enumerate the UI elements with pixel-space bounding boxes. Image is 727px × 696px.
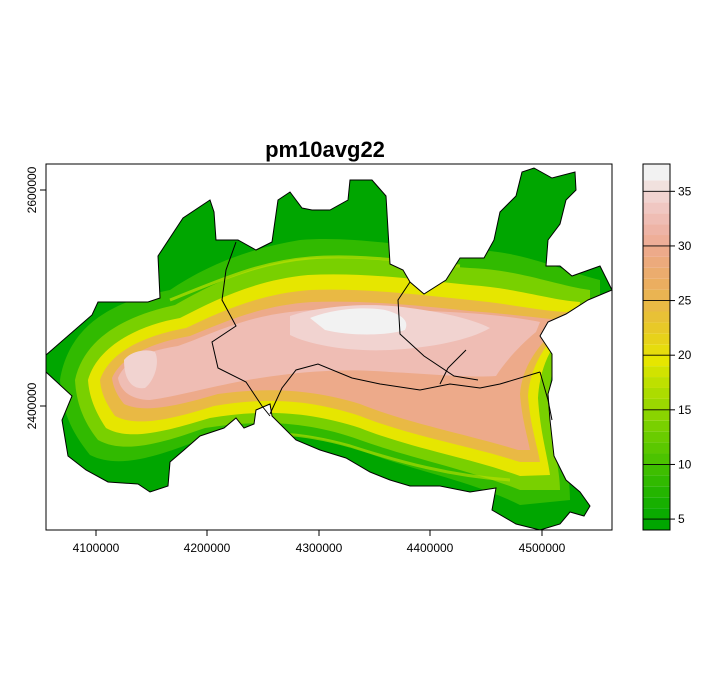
- x-tick-label: 4100000: [73, 541, 120, 555]
- legend-band: [643, 191, 670, 203]
- legend-band: [643, 387, 670, 399]
- legend-band: [643, 398, 670, 410]
- legend-band: [643, 475, 670, 487]
- legend-band: [643, 355, 670, 367]
- y-tick-label: 2400000: [25, 382, 39, 429]
- legend-tick-label: 35: [678, 184, 692, 198]
- x-tick-label: 4200000: [184, 541, 231, 555]
- province-boundaries: [211, 241, 553, 421]
- raster-layer: [46, 168, 612, 530]
- legend-band: [643, 409, 670, 421]
- legend-band: [643, 420, 670, 432]
- legend-band: [643, 497, 670, 509]
- plot-title: pm10avg22: [265, 137, 385, 162]
- legend-tick-label: 15: [678, 403, 692, 417]
- legend-band: [643, 300, 670, 312]
- legend-tick-label: 20: [678, 348, 692, 362]
- x-tick-label: 4300000: [296, 541, 343, 555]
- legend-band: [643, 235, 670, 246]
- legend-band: [643, 289, 670, 301]
- legend-band: [643, 322, 670, 334]
- legend-band: [643, 256, 670, 268]
- x-tick-label: 4400000: [407, 541, 454, 555]
- legend-band: [643, 278, 670, 290]
- legend-colorbar: [643, 164, 670, 530]
- y-tick-label: 2600000: [25, 166, 39, 213]
- legend-tick-label: 25: [678, 294, 692, 308]
- legend-band: [643, 311, 670, 323]
- y-axis: [40, 189, 46, 407]
- legend-band: [643, 508, 670, 520]
- x-tick-label: 4500000: [519, 541, 566, 555]
- x-axis: [95, 530, 543, 536]
- legend-band: [643, 519, 670, 530]
- legend-band: [643, 213, 670, 225]
- legend-band: [643, 180, 670, 192]
- legend-band: [643, 224, 670, 236]
- legend-tick-label: 10: [678, 457, 692, 471]
- legend-tick-label: 30: [678, 239, 692, 253]
- legend-band: [643, 245, 670, 257]
- legend-band: [643, 164, 670, 181]
- legend-band: [643, 442, 670, 454]
- legend-band: [643, 453, 670, 465]
- legend-band: [643, 486, 670, 498]
- legend-band: [643, 202, 670, 214]
- legend-band: [643, 366, 670, 378]
- legend-band: [643, 431, 670, 443]
- legend-ticks: 5 10 15 20 25 30 35: [642, 163, 692, 531]
- legend-band: [643, 344, 670, 356]
- legend-band: [643, 464, 670, 476]
- legend-band: [643, 333, 670, 345]
- legend-band: [643, 377, 670, 388]
- legend-tick-label: 5: [678, 512, 685, 526]
- region-outline: [45, 167, 613, 531]
- plot-frame: [45, 163, 613, 531]
- legend-band: [643, 267, 670, 279]
- legend-frame: [642, 163, 671, 531]
